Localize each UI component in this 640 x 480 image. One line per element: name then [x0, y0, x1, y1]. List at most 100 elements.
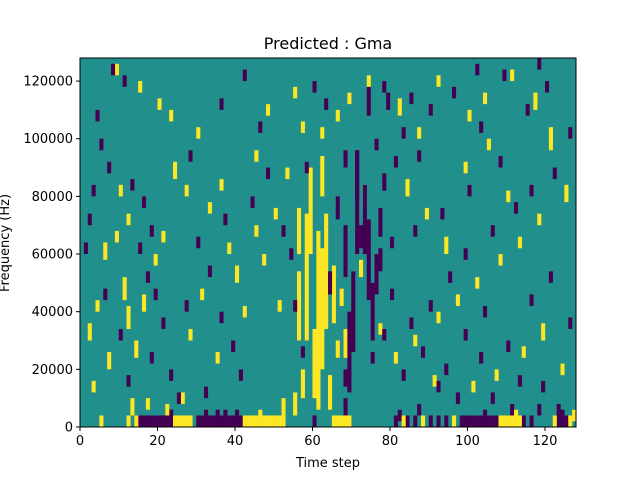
heatmap-cell	[459, 415, 464, 427]
heatmap-cell	[545, 81, 550, 93]
heatmap-cell	[548, 271, 553, 283]
heatmap-cell	[126, 305, 131, 329]
heatmap-cell	[153, 415, 158, 427]
heatmap-cell	[393, 156, 398, 168]
heatmap-cell	[428, 300, 433, 312]
heatmap-cell	[227, 242, 232, 255]
y-axis: 0 20000 40000 60000 80000 100000 120000	[23, 75, 80, 436]
heatmap-cell	[366, 86, 371, 116]
heatmap-cell	[324, 213, 329, 329]
heatmap-cell	[343, 225, 348, 278]
heatmap-cell	[444, 363, 449, 376]
x-tick-label: 80	[382, 434, 399, 449]
heatmap-cell	[455, 294, 460, 306]
heatmap-cell	[300, 369, 305, 399]
heatmap-cell	[262, 254, 267, 266]
heatmap-cell	[266, 104, 271, 116]
heatmap-cell	[397, 98, 402, 116]
heatmap-cell	[238, 415, 243, 427]
heatmap-cell	[432, 375, 437, 387]
heatmap-cell	[285, 167, 290, 180]
heatmap-cell	[235, 265, 240, 283]
heatmap-cell	[165, 403, 170, 416]
heatmap-cell	[339, 415, 344, 427]
heatmap-cell	[300, 121, 305, 133]
heatmap-cell	[204, 386, 209, 399]
heatmap-cell	[312, 415, 317, 427]
heatmap-cell	[463, 328, 468, 341]
heatmap-cell	[211, 415, 216, 427]
heatmap-cell	[269, 415, 274, 427]
heatmap-cell	[277, 300, 282, 312]
heatmap-cell	[328, 375, 333, 410]
heatmap-cell	[215, 352, 220, 364]
heatmap-cell	[467, 415, 472, 427]
heatmap-cell	[479, 121, 484, 133]
heatmap-cell	[490, 415, 495, 427]
heatmap-cell	[289, 248, 294, 260]
heatmap-cell	[281, 225, 286, 237]
y-axis-label: Frequency (Hz)	[0, 194, 13, 292]
heatmap-cell	[541, 380, 546, 393]
heatmap-cell	[533, 92, 538, 110]
y-tick-label: 120000	[23, 75, 73, 90]
heatmap-cell	[343, 398, 348, 416]
heatmap-cell	[235, 409, 240, 427]
heatmap-cell	[165, 409, 170, 427]
heatmap-cell	[552, 167, 557, 180]
heatmap-cell	[83, 242, 88, 255]
heatmap-cell	[130, 398, 135, 416]
heatmap-cell	[397, 409, 402, 422]
heatmap-cell	[560, 363, 565, 376]
heatmap-cell	[483, 92, 488, 105]
heatmap-cell	[568, 317, 573, 329]
heatmap-cell	[529, 294, 534, 306]
heatmap-cell	[126, 415, 131, 427]
heatmap-cell	[362, 184, 367, 255]
heatmap-cell	[134, 340, 139, 358]
heatmap-cell	[161, 415, 166, 427]
heatmap-cell	[122, 277, 127, 301]
heatmap-cell	[145, 271, 150, 283]
heatmap-cell	[161, 230, 166, 243]
heatmap-cell	[417, 150, 422, 162]
heatmap-cell	[514, 202, 519, 214]
heatmap-cell	[223, 213, 228, 226]
heatmap-cell	[180, 415, 185, 427]
heatmap-cell	[378, 323, 383, 335]
heatmap-cell	[103, 242, 108, 260]
heatmap-cell	[111, 63, 116, 76]
heatmap-cell	[308, 167, 313, 255]
heatmap-cell	[510, 415, 515, 427]
heatmap-cell	[316, 230, 321, 410]
heatmap-cell	[142, 415, 147, 427]
heatmap-cell	[386, 92, 391, 110]
heatmap-cell	[320, 127, 325, 139]
heatmap-cell	[138, 81, 143, 93]
x-tick-label: 60	[304, 434, 321, 449]
heatmap-cell	[537, 58, 542, 70]
heatmap-cell	[312, 328, 317, 399]
heatmap-cell	[343, 415, 348, 427]
heatmap-cell	[103, 288, 108, 301]
heatmap-cell	[444, 236, 449, 255]
heatmap-cell	[405, 415, 410, 427]
heatmap-cell	[455, 392, 460, 404]
heatmap-cell	[494, 369, 499, 381]
heatmap-cell	[122, 75, 127, 87]
heatmap-cell	[207, 202, 212, 214]
heatmap-cell	[157, 415, 162, 427]
heatmap-cell	[99, 415, 104, 427]
y-tick-label: 40000	[32, 305, 73, 320]
heatmap-cell	[475, 63, 480, 76]
heatmap-cell	[409, 317, 414, 329]
heatmap-cell	[331, 415, 336, 427]
heatmap-cell	[118, 328, 123, 341]
heatmap-cell	[293, 392, 298, 416]
heatmap-cell	[417, 403, 422, 416]
heatmap-cell	[281, 398, 286, 427]
heatmap-cell	[343, 369, 348, 387]
heatmap-cell	[215, 409, 220, 427]
heatmap-cell	[498, 254, 503, 266]
heatmap-cell	[219, 98, 224, 110]
